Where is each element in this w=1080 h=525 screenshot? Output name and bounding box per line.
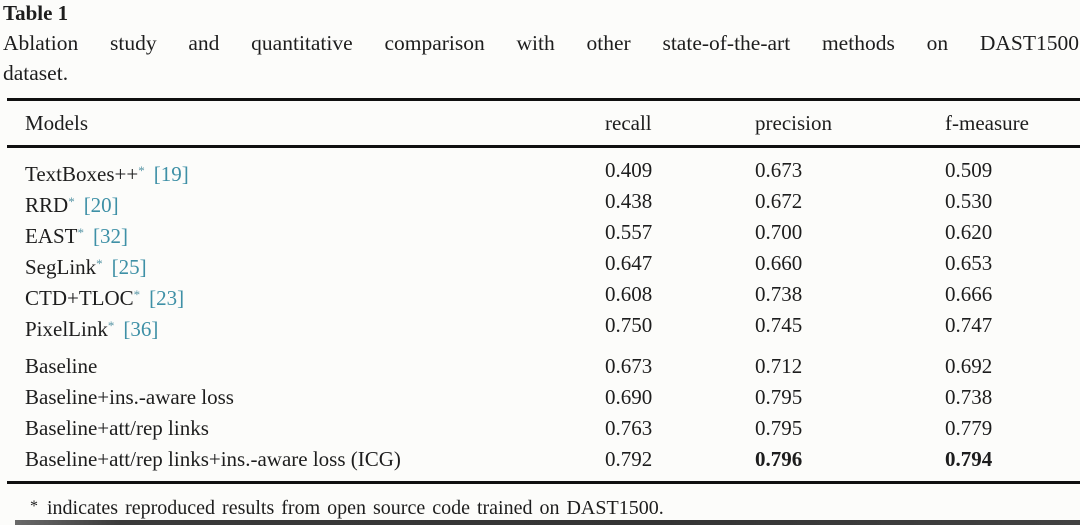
citation-link[interactable]: [36] [123,317,159,341]
fmeasure-value: 0.692 [945,354,993,378]
precision-value: 0.795 [755,385,803,409]
fmeasure-value-best: 0.794 [945,447,993,471]
table-row: Baseline+att/rep links+ins.-aware loss (… [0,444,1080,475]
precision-value: 0.700 [755,220,803,244]
table-row: RRD* [20] 0.438 0.672 0.530 [0,186,1080,217]
table-row: EAST* [32] 0.557 0.700 0.620 [0,217,1080,248]
reproduced-asterisk: * [107,318,115,333]
model-name-cell: CTD+TLOC* [23] [25,279,605,314]
fmeasure-value: 0.738 [945,385,993,409]
recall-value: 0.673 [605,354,653,378]
caption-line-2: dataset. [3,61,69,85]
footnote-asterisk: * [30,498,38,515]
precision-value: 0.712 [755,354,803,378]
reproduced-asterisk: * [138,163,145,178]
reproduced-asterisk: * [96,256,103,271]
precision-value: 0.795 [755,416,803,440]
recall-value: 0.690 [605,385,653,409]
table-label: Table 1 [3,1,69,25]
precision-value-best: 0.796 [755,447,803,471]
recall-value: 0.608 [605,282,653,306]
recall-value: 0.557 [605,220,653,244]
column-header-precision: precision [755,110,832,135]
recall-value: 0.750 [605,313,653,337]
table-caption: Ablation study and quantitative comparis… [3,28,1079,88]
model-name-cell: Baseline+att/rep links [25,413,605,444]
model-name-cell: RRD* [20] [25,186,605,221]
precision-value: 0.745 [755,313,803,337]
model-name-cell: Baseline+att/rep links+ins.-aware loss (… [25,444,605,475]
table-row: Baseline+att/rep links 0.763 0.795 0.779 [0,413,1080,444]
citation-link[interactable]: [23] [149,286,185,310]
table-row: Baseline+ins.-aware loss 0.690 0.795 0.7… [0,382,1080,413]
table-bottom-rule [7,481,1080,484]
citation-link[interactable]: [20] [83,193,119,217]
reproduced-asterisk: * [133,287,141,302]
table-row: TextBoxes++* [19] 0.409 0.673 0.509 [0,155,1080,186]
citation-link[interactable]: [25] [111,255,147,279]
fmeasure-value: 0.653 [945,251,993,275]
table-row: Baseline 0.673 0.712 0.692 [0,351,1080,382]
table-top-rule [7,98,1080,101]
fmeasure-value: 0.747 [945,313,993,337]
model-name-cell: Baseline+ins.-aware loss [25,382,605,413]
footnote-text: indicates reproduced results from open s… [47,497,664,519]
caption-line-1: Ablation study and quantitative comparis… [3,31,1079,55]
precision-value: 0.738 [755,282,803,306]
fmeasure-value: 0.530 [945,189,993,213]
fmeasure-value: 0.509 [945,158,993,182]
recall-value: 0.409 [605,158,653,182]
table-row: PixelLink* [36] 0.750 0.745 0.747 [0,310,1080,341]
fmeasure-value: 0.779 [945,416,993,440]
table-row: CTD+TLOC* [23] 0.608 0.738 0.666 [0,279,1080,310]
reproduced-asterisk: * [77,225,85,240]
citation-link[interactable]: [32] [93,224,128,248]
model-name: TextBoxes++ [25,162,139,186]
recall-value: 0.792 [605,447,653,471]
ablation-group: Baseline 0.673 0.712 0.692 Baseline+ins.… [0,351,1080,475]
precision-value: 0.660 [755,251,803,275]
model-name: EAST [25,224,78,248]
header-bottom-rule [7,145,1080,148]
table-footnote: * indicates reproduced results from open … [30,493,1080,522]
table-header-row: Models recall precision f-measure [0,101,1080,145]
column-header-fmeasure: f-measure [945,110,1029,135]
model-name: Baseline+ins.-aware loss [25,385,234,409]
model-name: Baseline+att/rep links+ins.-aware loss (… [25,447,401,471]
sota-methods-group: TextBoxes++* [19] 0.409 0.673 0.509 RRD*[… [0,150,1080,341]
model-name-cell: SegLink* [25] [25,248,605,283]
model-name: Baseline [25,354,98,378]
model-name: CTD+TLOC [25,286,134,310]
model-name: Baseline+att/rep links [25,416,209,440]
recall-value: 0.647 [605,251,653,275]
column-header-models: Models [25,110,88,135]
model-name: PixelLink [25,317,108,341]
model-name-cell: EAST* [32] [25,217,605,252]
table-row: SegLink* [25] 0.647 0.660 0.653 [0,248,1080,279]
recall-value: 0.438 [605,189,653,213]
fmeasure-value: 0.666 [945,282,993,306]
column-header-recall: recall [605,110,652,135]
page-bottom-divider [15,520,1080,525]
fmeasure-value: 0.620 [945,220,993,244]
table-body: TextBoxes++* [19] 0.409 0.673 0.509 RRD*[… [0,150,1080,475]
recall-value: 0.763 [605,416,653,440]
model-name: RRD [25,193,69,217]
precision-value: 0.672 [755,189,803,213]
model-name-cell: PixelLink* [36] [25,310,605,345]
model-name-cell: Baseline [25,351,605,382]
reproduced-asterisk: * [68,194,75,209]
citation-link[interactable]: [19] [153,162,189,186]
model-name: SegLink [25,255,97,279]
model-name-cell: TextBoxes++* [19] [25,155,605,190]
precision-value: 0.673 [755,158,803,182]
